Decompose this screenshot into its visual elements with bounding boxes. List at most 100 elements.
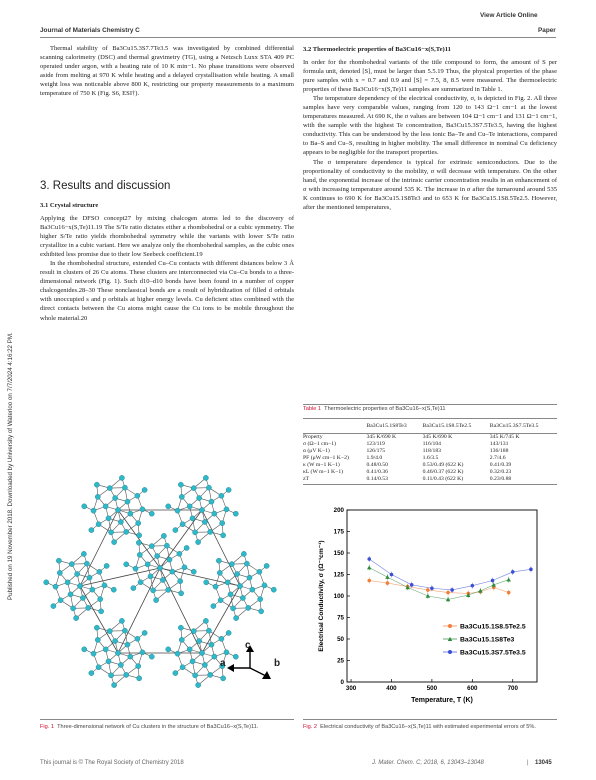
cu-atom <box>228 561 235 567</box>
table-cell: 0.41/0.39 <box>489 462 512 469</box>
crystal-axes <box>227 645 271 679</box>
table-row: α (μV K−1) 126/175 118/183 136/188 <box>303 448 557 455</box>
cu-atom <box>84 560 90 567</box>
table-cell: Property <box>303 434 323 441</box>
cu-atom <box>134 493 141 499</box>
cu-atom <box>81 551 87 557</box>
paragraph-sulfur-amount: In order for the rhombohedral variants o… <box>303 59 557 94</box>
cu-atom <box>203 579 210 586</box>
data-point <box>506 577 511 582</box>
cu-atom <box>102 646 109 653</box>
data-point <box>385 574 390 579</box>
table-head-rule <box>303 418 557 419</box>
table-cell: 0.46/0.37 (622 K) <box>422 468 464 475</box>
cu-atom <box>225 630 232 636</box>
cu-atom <box>123 561 130 568</box>
cu-atom <box>139 649 146 656</box>
cu-atom <box>98 608 104 615</box>
cu-atom <box>141 630 148 636</box>
cu-atom <box>97 596 104 602</box>
cu-atom <box>108 529 114 536</box>
inter-cluster-bond <box>201 585 241 654</box>
table-cell: 0.23/0.88 <box>489 475 512 482</box>
cu-atom <box>208 641 215 648</box>
cu-atom <box>232 510 239 517</box>
cu-atom <box>57 597 64 603</box>
subsection-thermoelectric: 3.2 Thermoelectric properties of Ba3Cu16… <box>303 46 451 53</box>
cu-atom <box>166 556 173 563</box>
cu-atom <box>179 664 186 670</box>
cu-atom <box>165 587 172 593</box>
table-caption-text: Thermoelectric properties of Ba3Cu16−x(S… <box>324 406 446 412</box>
cu-atom <box>174 507 181 514</box>
inter-cluster-bond <box>79 509 119 587</box>
cu-atom <box>148 653 155 660</box>
axis-b-arrowhead <box>262 671 271 679</box>
cu-atom <box>177 578 184 584</box>
table-cell: 118/183 <box>422 448 442 455</box>
data-point <box>529 567 533 572</box>
cu-atom <box>50 603 57 609</box>
fig1-rule <box>40 719 294 720</box>
table-row: Property 345 K/690 K 345 K/690 K 345 K/7… <box>303 434 557 441</box>
table-cell: 1.6/3.5 <box>422 455 439 462</box>
table-cell: PF (μW cm−1 K−2) <box>303 455 349 462</box>
cu-atom <box>124 641 131 648</box>
cu-atom <box>210 603 217 609</box>
inter-cluster-bond <box>79 585 119 654</box>
table-cell: 123/119 <box>366 441 385 448</box>
cu-atom <box>178 590 184 597</box>
section-title: 3. Results and discussion <box>40 180 171 192</box>
cu-atom <box>89 586 96 593</box>
cu-atom <box>64 579 71 586</box>
cu-atom <box>225 487 232 493</box>
cu-atom <box>190 485 197 491</box>
cu-atom <box>178 637 185 643</box>
cu-atom <box>123 529 130 535</box>
axis-b-arrow <box>249 667 267 677</box>
table-label: Table 1 <box>303 406 322 412</box>
cu-atom <box>219 663 226 669</box>
data-point <box>446 590 450 595</box>
cu-atom <box>68 561 75 567</box>
cu-atom <box>73 615 79 621</box>
inter-cluster-bond <box>201 509 241 587</box>
cu-atom <box>192 672 198 679</box>
cu-atom <box>127 653 134 660</box>
x-tick-label: 500 <box>427 685 438 692</box>
cu-atom <box>147 573 154 580</box>
fig1-label: Fig. 1 <box>40 724 54 730</box>
cu-atom <box>176 551 183 557</box>
fig1-caption: Fig. 1 Three-dimensional network of Cu c… <box>40 724 294 731</box>
fig1-caption-text: Three-dimensional network of Cu clusters… <box>57 724 259 730</box>
cu-atom <box>67 591 74 598</box>
table-header-row: Ba3Cu15.1S8Te3 Ba3Cu15.1S8.5Te2.5 Ba3Cu1… <box>303 423 557 430</box>
cu-atom <box>164 542 170 549</box>
table-cell: σ (Ω−1 cm−1) <box>303 441 336 448</box>
table-cell: κL (W m−1 K−1) <box>303 468 344 475</box>
paragraph-conductivity: The temperature dependency of the electr… <box>303 95 557 157</box>
cu-atom <box>70 605 76 612</box>
cu-atom <box>139 506 146 513</box>
x-tick-label: 400 <box>386 685 397 692</box>
cu-atom <box>90 650 97 657</box>
paragraph-thermal-stability: Thermal stability of Ba3Cu15.3S7.7Te3.5 … <box>40 45 294 98</box>
footer-citation: J. Mater. Chem. C, 2018, 6, 13043–13048 <box>372 760 484 766</box>
cu-atom <box>207 529 214 535</box>
cu-atom <box>234 571 240 577</box>
cu-atom <box>110 586 117 593</box>
header-rule <box>40 37 556 38</box>
cu-atom <box>103 563 110 569</box>
table-cell: 0.53/0.49 (622 K) <box>422 462 464 469</box>
cu-atom <box>206 627 212 634</box>
cu-atom <box>240 595 246 601</box>
figure-2: 0 25 50 75 100 125 150 175 200 300 400 500 600 700 Tem… <box>303 500 557 714</box>
y-tick-label: 175 <box>334 529 345 536</box>
cu-atom <box>232 653 239 660</box>
legend-marker <box>448 650 452 654</box>
cu-atom <box>112 638 118 644</box>
cu-atom <box>189 515 196 522</box>
view-article-online-link[interactable]: View Article Online <box>480 12 538 19</box>
cu-atom <box>224 579 231 586</box>
cu-atom <box>220 532 226 539</box>
